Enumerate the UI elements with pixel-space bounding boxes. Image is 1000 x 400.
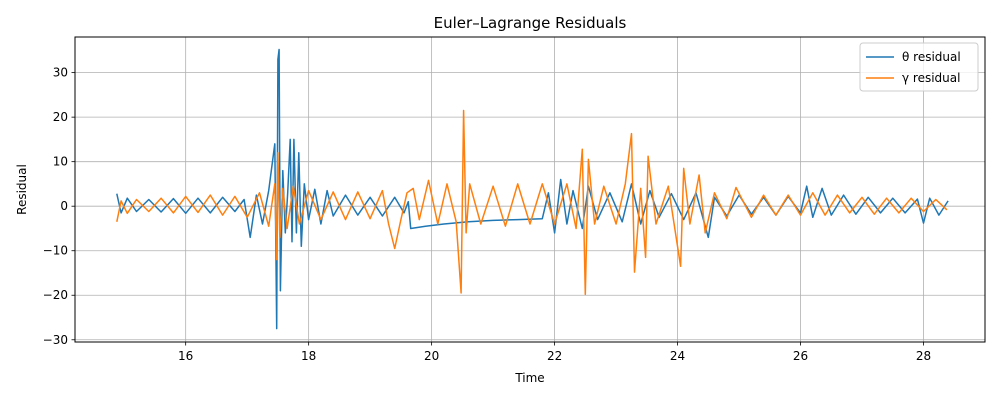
legend: θ residual γ residual [859,42,979,92]
legend-box [859,42,979,92]
y-tick-label: −20 [43,288,68,302]
gamma-residual-line [116,109,948,296]
plot-frame [74,36,986,343]
y-tick-label: 30 [53,66,68,80]
legend-label-gamma: γ residual [902,71,960,85]
grid [75,37,985,342]
y-tick-label: 0 [60,199,68,213]
x-tick-label: 28 [916,349,931,363]
x-tick-label: 18 [301,349,316,363]
x-tick-label: 24 [670,349,685,363]
y-tick-label: 20 [53,110,68,124]
x-tick-label: 26 [793,349,808,363]
x-axis-label: Time [514,371,544,385]
y-tick-label: −30 [43,333,68,347]
x-tick-label: 22 [547,349,562,363]
legend-label-theta: θ residual [902,50,961,64]
theta-residual-line [116,48,949,330]
ticks: 16 18 20 22 24 26 28 −30 −20 −10 0 10 20 30 [43,66,931,363]
x-tick-label: 20 [424,349,439,363]
x-tick-label: 16 [178,349,193,363]
chart-title: Euler–Lagrange Residuals [434,14,627,32]
series-layer [116,48,949,330]
y-axis-label: Residual [15,164,29,215]
y-tick-label: 10 [53,155,68,169]
y-tick-label: −10 [43,244,68,258]
